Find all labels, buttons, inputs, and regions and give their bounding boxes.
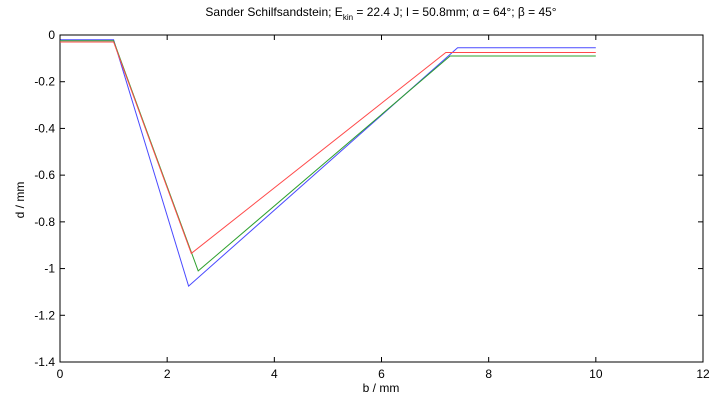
y-tick-label: -1	[44, 262, 55, 276]
chart-title-subscript: kin	[343, 13, 353, 22]
plot-area	[59, 34, 704, 363]
y-tick-label: -0.6	[34, 168, 55, 182]
chart-title-prefix: Sander Schilfsandstein; E	[205, 5, 342, 19]
x-tick-label: 4	[271, 367, 278, 381]
x-tick-label: 0	[57, 367, 64, 381]
series-line-1	[60, 39, 596, 287]
y-tick-label: -0.4	[34, 121, 55, 135]
x-tick-label: 8	[485, 367, 492, 381]
chart-title-suffix: = 22.4 J; l = 50.8mm; α = 64°; β = 45°	[353, 5, 557, 19]
y-axis-label: d / mm	[13, 182, 27, 219]
y-tick-label: -0.2	[34, 75, 55, 89]
x-tick-label: 2	[164, 367, 171, 381]
chart-title: Sander Schilfsandstein; Ekin = 22.4 J; l…	[205, 5, 556, 22]
x-axis-label: b / mm	[363, 381, 400, 395]
y-tick-label: -1.4	[34, 355, 55, 369]
x-tick-label: 12	[696, 367, 710, 381]
series-line-2	[60, 40, 596, 272]
series-line-3	[60, 41, 596, 255]
y-tick-label: 0	[48, 28, 55, 42]
ticks-layer: 0 2 4 6 8 10 12 0 -0.2 -0.4 -0.6 -0.8 -1 -1.2 -1.4	[34, 28, 710, 381]
y-tick-label: -0.8	[34, 215, 55, 229]
x-tick-label: 6	[378, 367, 385, 381]
y-tick-label: -1.2	[34, 308, 55, 322]
x-tick-label: 10	[589, 367, 603, 381]
series-layer	[60, 39, 596, 287]
